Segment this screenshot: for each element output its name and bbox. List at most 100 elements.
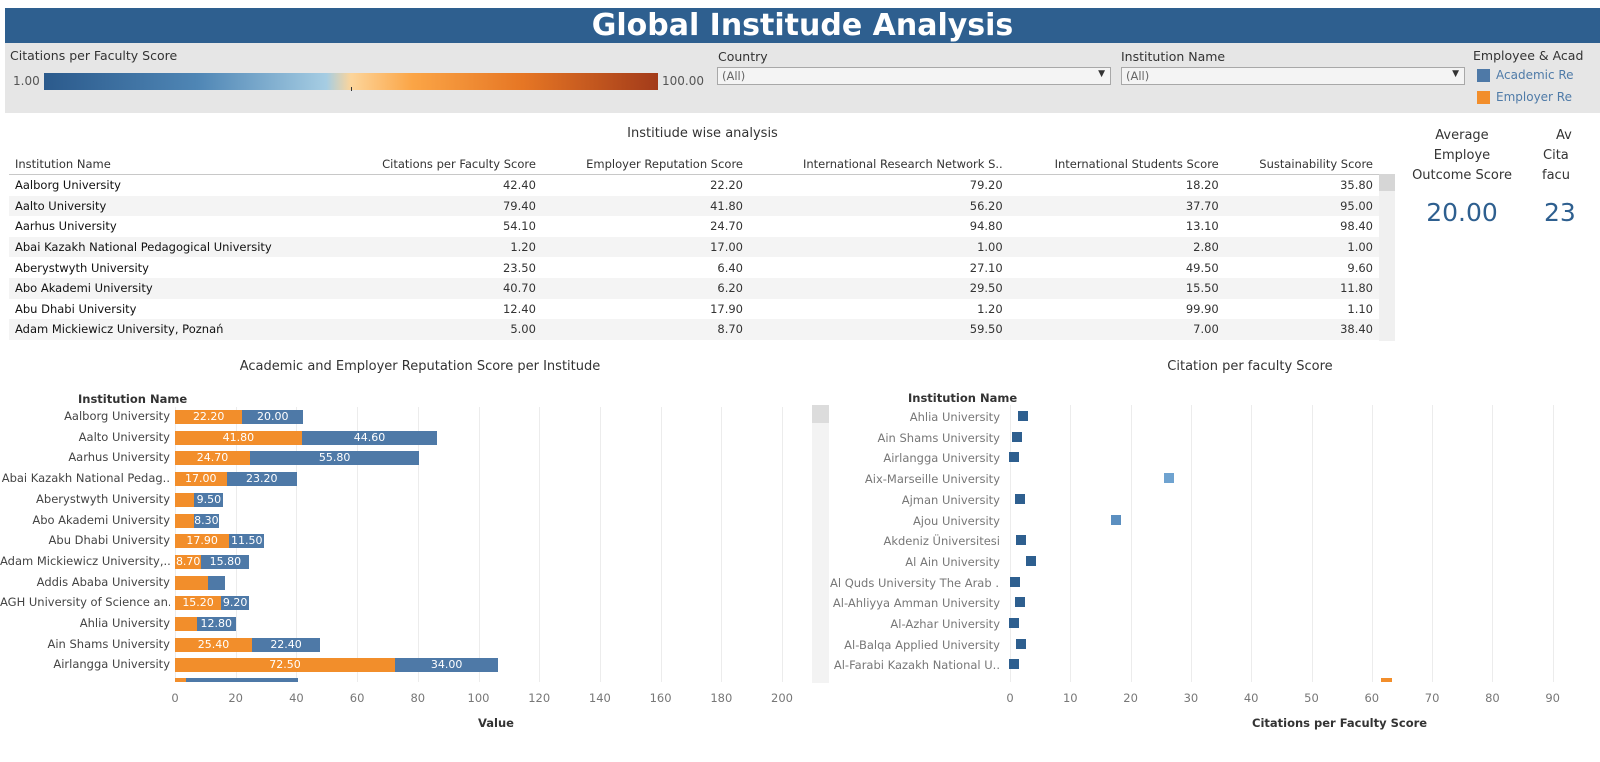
kpi-label-line: Average	[1435, 128, 1489, 143]
academic-reputation-bar[interactable]: 44.60	[301, 430, 438, 445]
column-header[interactable]: Institution Name	[9, 153, 339, 175]
scatter-point[interactable]	[1017, 411, 1028, 421]
academic-reputation-bar[interactable]: 20.00	[242, 410, 304, 424]
category-label: Al Ain University	[905, 554, 1000, 569]
gridline	[660, 407, 662, 682]
employer-reputation-bar[interactable]: 17.00	[175, 472, 227, 487]
column-header[interactable]: Employer Reputation Score	[541, 153, 749, 175]
employer-reputation-bar[interactable]	[175, 513, 194, 528]
scatter-point[interactable]	[1008, 618, 1019, 628]
scatter-point[interactable]	[1012, 431, 1023, 442]
table-row[interactable]: Abo Akademi University 40.70 6.20 29.50 15.5…	[9, 277, 1379, 299]
bar-chart-scrollbar-thumb[interactable]	[812, 405, 829, 423]
employer-reputation-bar[interactable]: 8.70	[175, 554, 202, 569]
score-cell: 1.20	[338, 236, 542, 258]
column-header[interactable]: International Students Score	[1008, 153, 1225, 175]
employer-reputation-bar[interactable]: 25.40	[175, 637, 253, 652]
scatter-point[interactable]	[1016, 535, 1027, 546]
table-scrollbar[interactable]	[1379, 174, 1395, 341]
employer-reputation-bar[interactable]: 15.20	[175, 596, 222, 611]
category-label: Ajou University	[912, 513, 1000, 528]
academic-reputation-bar[interactable]: 15.80	[201, 554, 250, 569]
category-label: Airlangga University	[883, 451, 1000, 466]
score-cell: 94.80	[969, 219, 1003, 234]
academic-reputation-bar[interactable]: 22.40	[252, 637, 321, 652]
table-row[interactable]: Aalborg University 42.40 22.20 79.20 18.20 35…	[9, 175, 1379, 196]
table-scrollbar-thumb[interactable]	[1379, 174, 1395, 191]
table-row[interactable]: Aalto University 79.40 41.80 56.20 37.70 95.0…	[9, 195, 1379, 217]
employer-reputation-bar[interactable]	[175, 492, 195, 507]
academic-reputation-bar[interactable]: 23.20	[226, 472, 297, 487]
scatter-point[interactable]	[1380, 678, 1392, 682]
column-header[interactable]: International Research Network S..	[749, 153, 1009, 175]
score-cell: 49.50	[1185, 260, 1219, 275]
score-cell: 22.20	[710, 178, 743, 193]
academic-reputation-bar[interactable]: 11.50	[229, 534, 265, 549]
country-filter-label: Country	[718, 49, 768, 64]
institution-select[interactable]: (All) ▼	[1121, 67, 1465, 85]
academic-reputation-bar[interactable]	[208, 575, 226, 590]
x-tick-label: 80	[1485, 691, 1500, 705]
academic-reputation-bar[interactable]: 8.30	[193, 513, 219, 528]
score-cell: 1.00	[1224, 236, 1379, 258]
country-select[interactable]: (All) ▼	[717, 67, 1111, 85]
category-label: Al-Balqa Applied University	[844, 637, 1000, 652]
academic-reputation-bar[interactable]	[185, 678, 298, 682]
bar-value-label: 11.50	[231, 534, 263, 548]
score-cell: 38.40	[1224, 319, 1379, 340]
table-row[interactable]: Aberystwyth University 23.50 6.40 27.10 49.5…	[9, 257, 1379, 278]
gridline	[1010, 405, 1011, 682]
bar-chart-title: Academic and Employer Reputation Score p…	[239, 359, 601, 374]
gridline	[478, 407, 480, 682]
table-row[interactable]: Abu Dhabi University 12.40 17.90 1.20 99.90 1…	[9, 299, 1379, 320]
legend-swatch-employer[interactable]	[1477, 91, 1490, 104]
employer-reputation-bar[interactable]: 22.20	[175, 410, 243, 424]
institution-name-cell: Abai Kazakh National Pedagogical Univers…	[9, 236, 339, 258]
academic-reputation-bar[interactable]: 9.20	[221, 596, 250, 611]
scatter-point[interactable]	[1010, 576, 1021, 587]
score-cell: 37.70	[1008, 195, 1225, 217]
academic-reputation-bar[interactable]: 34.00	[395, 658, 499, 673]
employer-reputation-bar[interactable]: 24.70	[175, 451, 250, 466]
employer-reputation-bar[interactable]	[175, 617, 197, 631]
scatter-point[interactable]	[1014, 597, 1025, 608]
x-tick-label: 140	[588, 691, 611, 705]
scatter-point[interactable]	[1009, 452, 1020, 463]
slider-marker	[351, 87, 352, 91]
employer-reputation-bar[interactable]: 41.80	[175, 430, 302, 445]
bar-value-label: 23.20	[246, 472, 278, 486]
academic-reputation-bar[interactable]: 9.50	[194, 492, 224, 507]
scatter-point[interactable]	[1110, 514, 1121, 525]
category-label: Al-Azhar University	[890, 617, 1000, 631]
academic-reputation-bar[interactable]: 55.80	[249, 451, 420, 466]
scatter-point[interactable]	[1008, 659, 1019, 670]
employer-reputation-bar[interactable]	[175, 678, 186, 682]
bar-value-label: 20.00	[256, 410, 289, 423]
academic-reputation-bar[interactable]: 12.80	[196, 617, 236, 631]
legend-swatch-academic[interactable]	[1477, 69, 1490, 82]
scatter-plot-area	[1005, 405, 1600, 682]
employer-reputation-bar[interactable]: 72.50	[175, 658, 396, 673]
employer-reputation-bar[interactable]	[175, 575, 209, 590]
column-header[interactable]: Sustainability Score	[1224, 153, 1379, 175]
table-row[interactable]: Abai Kazakh National Pedagogical Univers…	[9, 236, 1379, 258]
country-select-value: (All)	[722, 69, 746, 83]
scatter-point[interactable]	[1025, 555, 1036, 566]
x-tick-label: 60	[349, 691, 365, 705]
bar-chart-category-header: Institution Name	[78, 392, 188, 406]
scatter-point[interactable]	[1163, 473, 1174, 484]
citations-range-slider[interactable]	[44, 73, 658, 91]
employer-reputation-bar[interactable]: 17.90	[175, 534, 230, 549]
chevron-down-icon: ▼	[1452, 69, 1459, 79]
institution-table: Institution Name Citations per Faculty Sc…	[9, 153, 1379, 340]
table-row[interactable]: Adam Mickiewicz University, Poznań 5.00 8.…	[9, 319, 1379, 340]
bar-value-label: 22.40	[270, 637, 302, 651]
scatter-point[interactable]	[1014, 493, 1025, 504]
bar-chart-scrollbar[interactable]	[812, 405, 829, 683]
column-header[interactable]: Citations per Faculty Score	[338, 153, 542, 175]
institution-name-cell: Adam Mickiewicz University, Poznań	[9, 319, 339, 340]
bar-value-label: 72.50	[269, 658, 301, 672]
category-label: Aalto University	[78, 429, 170, 444]
scatter-point[interactable]	[1015, 638, 1026, 649]
table-row[interactable]: Aarhus University 54.10 24.70 94.80 13.10 98.…	[9, 216, 1379, 237]
